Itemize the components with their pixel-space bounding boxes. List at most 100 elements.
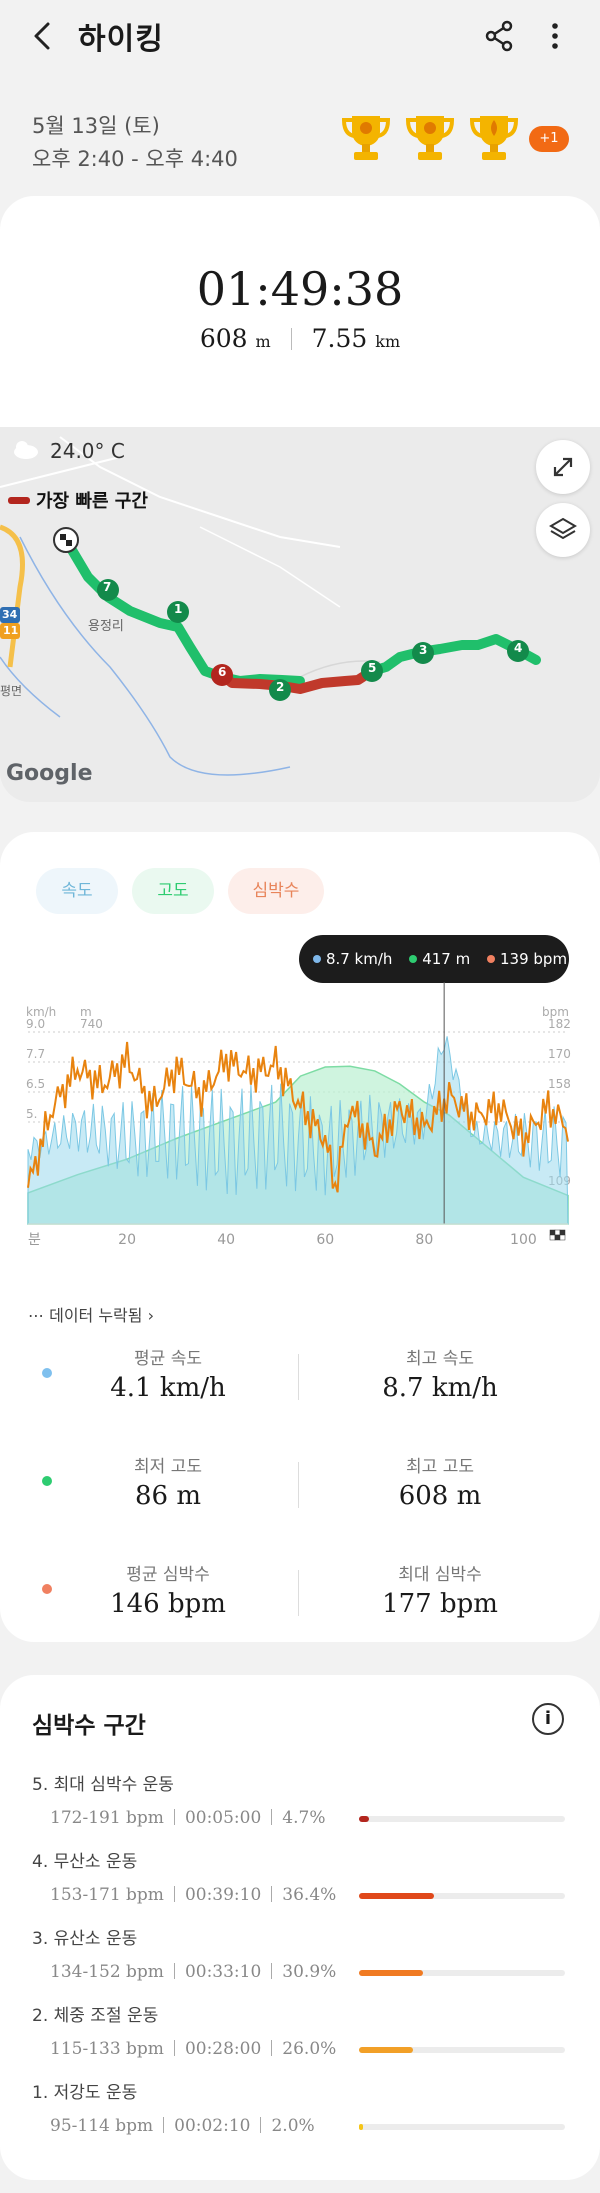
- speed-tick-label: 7.7: [26, 1047, 45, 1061]
- heart-rate-line: [27, 1041, 569, 1193]
- zone-percent: 26.0%: [282, 2039, 337, 2059]
- zone-bar-track: [359, 2124, 565, 2130]
- more-options-icon[interactable]: [540, 18, 570, 54]
- speed-tick-label: 6.5: [26, 1077, 45, 1091]
- zone-duration: 00:02:10: [174, 2116, 251, 2136]
- layers-icon: [549, 517, 577, 540]
- hr-tick-label: 182: [548, 1017, 571, 1031]
- fastest-segment-label: 가장 빠른 구간: [36, 491, 148, 512]
- zone-percent: 4.7%: [282, 1808, 326, 1828]
- stat-value: 608 m: [398, 1481, 482, 1511]
- zone-duration: 00:33:10: [184, 1962, 262, 1982]
- km-marker: [361, 660, 383, 682]
- route-number-label: 34: [2, 608, 18, 621]
- info-icon[interactable]: i: [532, 1703, 564, 1735]
- zone-name: 4. 무산소 운동: [32, 1852, 138, 1872]
- heart-rate-dot: [487, 955, 495, 963]
- trophy-icon[interactable]: [404, 110, 456, 166]
- divider: [271, 1963, 273, 1979]
- km-marker-label: 1: [174, 602, 183, 616]
- km-marker-label: 6: [218, 665, 227, 679]
- trophy-icon[interactable]: [340, 110, 392, 166]
- altitude-unit: m: [255, 332, 271, 351]
- workout-chart[interactable]: km/hmbpm9.07.76.55.740182170158109분20406…: [0, 982, 600, 1272]
- heart-rate-dot: [42, 1584, 52, 1594]
- zone-bar-fill: [359, 1893, 434, 1899]
- zone-percent: 30.9%: [282, 1962, 337, 1982]
- divider: [271, 1809, 273, 1825]
- zone-duration: 00:28:00: [184, 2039, 262, 2059]
- km-marker-label: 2: [276, 680, 285, 694]
- zone-details: 95-114 bpm 00:02:10 2.0%: [50, 2116, 315, 2136]
- tab-speed[interactable]: 속도: [36, 868, 118, 914]
- zone-bar-fill: [359, 1816, 369, 1822]
- stat-label: 최대 심박수: [398, 1565, 482, 1585]
- expand-map-button[interactable]: [536, 440, 590, 494]
- speed-tick-label: 5.: [26, 1107, 37, 1121]
- route-map[interactable]: 7 1 6 2 5 3 4 34 11 24.0° C 가장 빠른 구간 용정리…: [0, 427, 600, 802]
- stat-value: 4.1 km/h: [110, 1373, 226, 1403]
- zone-bar-fill: [359, 2047, 413, 2053]
- zone-bar-track: [359, 1816, 565, 1822]
- max-altitude-value: 608: [199, 324, 248, 353]
- divider: [163, 2117, 165, 2133]
- divider: [173, 1809, 175, 1825]
- stat-avg-heart-rate: 평균 심박수 146 bpm: [28, 1560, 308, 1619]
- km-marker: [211, 664, 233, 686]
- route-number-label: 11: [3, 624, 19, 637]
- stat-label: 최고 속도: [406, 1349, 474, 1369]
- km-marker-label: 3: [419, 643, 428, 657]
- tab-heart-rate[interactable]: 심박수: [228, 868, 324, 914]
- zone-duration: 00:39:10: [184, 1885, 262, 1905]
- stat-label: 평균 심박수: [126, 1565, 210, 1585]
- map-layers-button[interactable]: [536, 503, 590, 557]
- km-marker-label: 5: [368, 661, 377, 675]
- finish-flag-icon: [549, 1229, 566, 1241]
- tab-altitude[interactable]: 고도: [132, 868, 214, 914]
- data-gap-link[interactable]: ⋯ 데이터 누락됨 ›: [28, 1306, 154, 1325]
- km-marker-label: 4: [514, 641, 523, 655]
- altitude-tick-label: 740: [80, 1017, 103, 1031]
- x-tick-label: 20: [118, 1232, 136, 1248]
- place-label: 용정리: [88, 619, 124, 634]
- divider: [260, 2117, 262, 2133]
- divider: [298, 1354, 299, 1400]
- fastest-segment-swatch: [8, 497, 30, 504]
- workout-duration: 01:49:38: [196, 262, 404, 316]
- more-badges-badge[interactable]: +1: [529, 126, 569, 152]
- altitude-dot: [409, 955, 418, 963]
- cloud-icon: [14, 441, 38, 459]
- zone-name: 5. 최대 심박수 운동: [32, 1775, 174, 1795]
- divider: [290, 328, 292, 350]
- km-marker: [507, 640, 529, 662]
- summary-metrics: 608 m 7.55 km: [0, 324, 600, 353]
- chart-card: 속도 고도 심박수 8.7 km/h 417 m 139 bpm km/h m bp…: [0, 832, 600, 1642]
- km-marker: [269, 679, 291, 701]
- route-number-badge: [0, 623, 20, 639]
- zone-bar-fill: [359, 1970, 423, 1976]
- back-arrow-icon[interactable]: [26, 16, 62, 56]
- x-tick-label: 100: [510, 1232, 537, 1248]
- stat-max-speed: 최고 속도 8.7 km/h: [300, 1344, 580, 1403]
- altitude-axis-label: m: [80, 1005, 92, 1019]
- zone-range: 95-114 bpm: [50, 2116, 154, 2136]
- zone-bar-track: [359, 1970, 565, 1976]
- stat-max-altitude: 최고 고도 608 m: [300, 1452, 580, 1511]
- km-marker: [97, 579, 119, 601]
- zone-name: 2. 체중 조절 운동: [32, 2006, 159, 2026]
- distance-unit: km: [375, 332, 401, 351]
- tooltip-heart-rate: 139 bpm: [500, 950, 568, 968]
- zone-percent: 36.4%: [282, 1885, 337, 1905]
- place-label: 평면: [0, 684, 23, 698]
- trophy-icon[interactable]: [468, 110, 520, 166]
- workout-time-range: 오후 2:40 - 오후 4:40: [32, 147, 238, 171]
- zone-name: 1. 저강도 운동: [32, 2083, 138, 2103]
- share-icon[interactable]: [482, 18, 518, 54]
- km-marker-label: 7: [103, 580, 112, 594]
- chart-tooltip: 8.7 km/h 417 m 139 bpm: [299, 935, 569, 983]
- expand-icon: [553, 457, 573, 477]
- altitude-dot: [42, 1476, 52, 1486]
- stat-value: 8.7 km/h: [382, 1373, 498, 1403]
- zone-name: 3. 유산소 운동: [32, 1929, 138, 1949]
- speed-tick-label: 9.0: [26, 1017, 45, 1031]
